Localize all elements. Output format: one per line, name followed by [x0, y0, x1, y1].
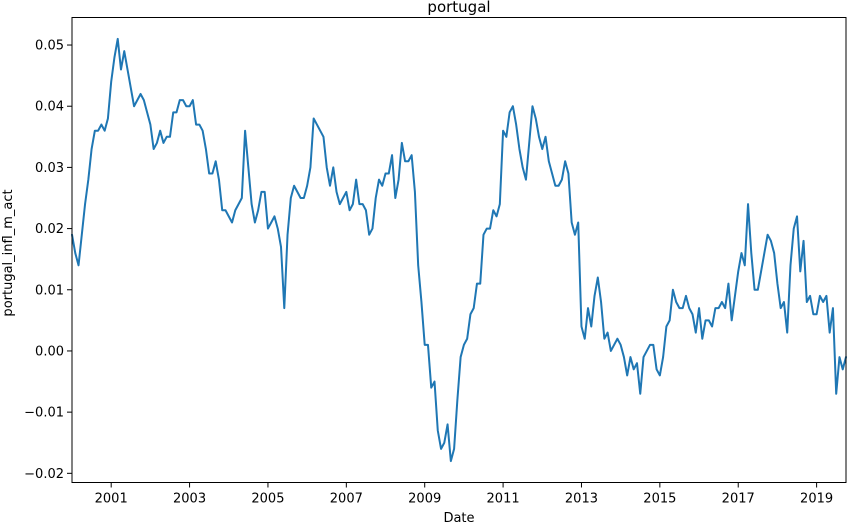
y-tick-label: 0.02: [35, 222, 64, 237]
y-tick-label: 0.01: [35, 283, 64, 298]
y-tick-label: −0.01: [24, 406, 64, 421]
y-tick-label: 0.05: [35, 39, 64, 54]
x-axis-label: Date: [443, 511, 474, 525]
x-tick-label: 2003: [173, 492, 206, 507]
x-tick-label: 2009: [408, 492, 441, 507]
x-tick-label: 2019: [800, 492, 833, 507]
y-tick-label: 0.03: [35, 161, 64, 176]
plot-frame: [71, 17, 847, 483]
y-axis-ticks: −0.02 −0.01 0.00 0.01 0.02 0.03 0.04 0.05: [24, 39, 72, 482]
x-tick-label: 2013: [565, 492, 598, 507]
x-tick-label: 2015: [643, 492, 676, 507]
y-tick-label: 0.00: [35, 344, 64, 359]
x-tick-label: 2005: [251, 492, 284, 507]
y-tick-label: 0.04: [35, 100, 64, 115]
x-tick-label: 2011: [487, 492, 520, 507]
x-axis-ticks: 2001 2003 2005 2007 2009 2011 2013 2015 2017 2019: [95, 482, 833, 507]
x-tick-label: 2001: [95, 492, 128, 507]
y-axis-label: portugal_infl_m_act: [1, 189, 16, 316]
x-tick-label: 2017: [722, 492, 755, 507]
y-tick-label: −0.02: [24, 467, 64, 482]
series-line: [71, 37, 847, 463]
chart-title: portugal: [427, 0, 490, 16]
x-tick-label: 2007: [330, 492, 363, 507]
